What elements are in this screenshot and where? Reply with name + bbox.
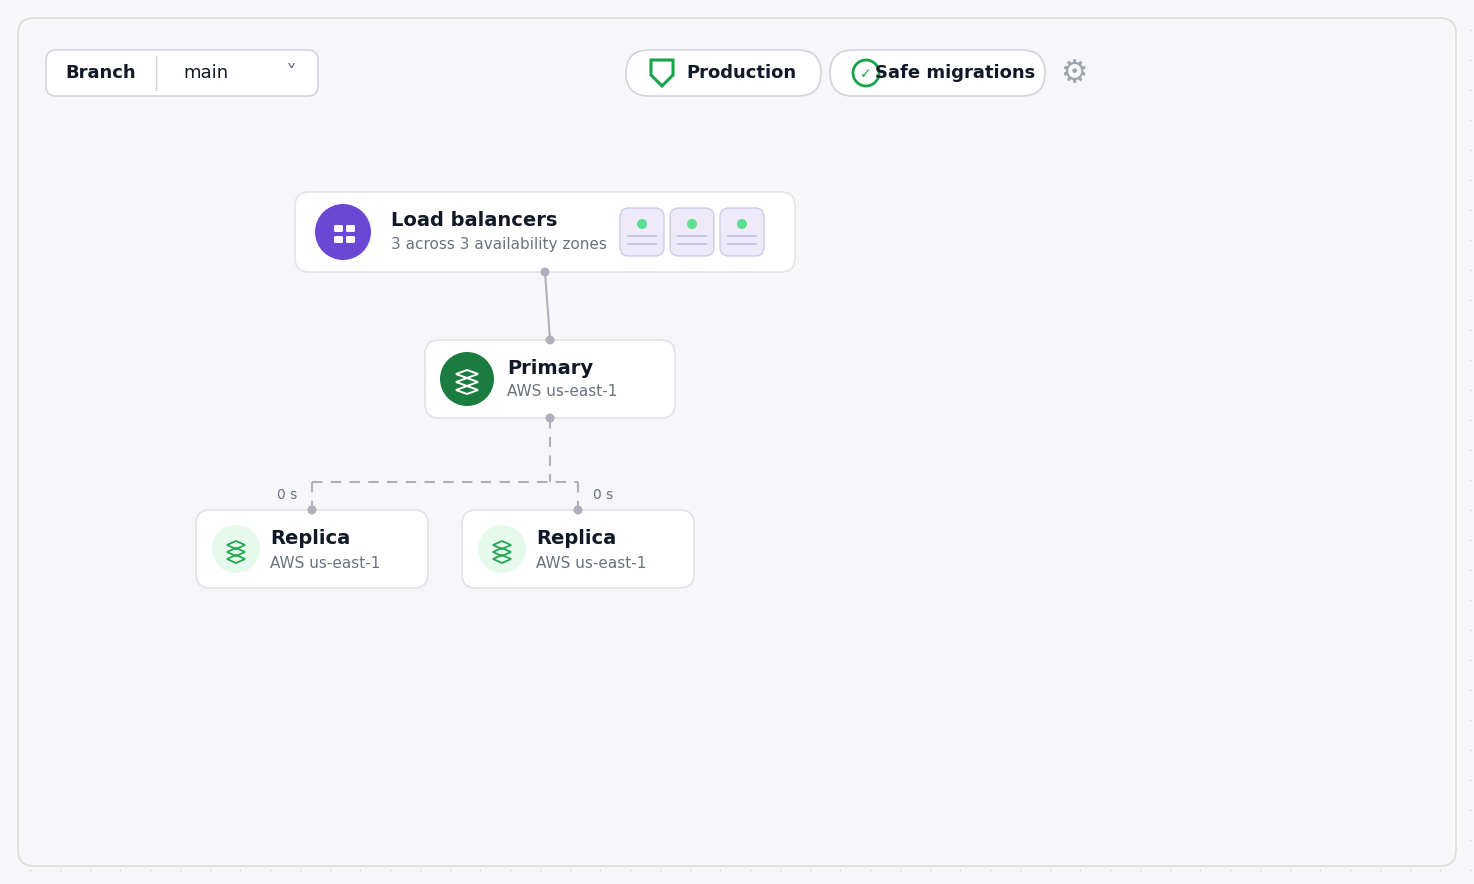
Text: ⚙: ⚙ [1060,59,1088,88]
Circle shape [573,506,582,514]
Text: Safe migrations: Safe migrations [876,64,1035,82]
FancyBboxPatch shape [719,208,764,256]
Text: Branch: Branch [66,64,136,82]
Circle shape [308,506,317,514]
Text: Load balancers: Load balancers [391,210,557,230]
Text: ˅: ˅ [286,64,296,84]
Text: 0 s: 0 s [593,488,613,502]
FancyBboxPatch shape [830,50,1045,96]
FancyBboxPatch shape [621,208,663,256]
Text: Replica: Replica [537,529,616,547]
Text: Primary: Primary [507,359,593,377]
Text: Production: Production [685,64,796,82]
Circle shape [315,204,371,260]
FancyBboxPatch shape [295,192,794,272]
FancyBboxPatch shape [196,510,427,588]
Text: AWS us-east-1: AWS us-east-1 [507,385,618,400]
Circle shape [478,525,526,573]
Text: 3 across 3 availability zones: 3 across 3 availability zones [391,238,607,253]
Text: AWS us-east-1: AWS us-east-1 [270,555,380,570]
FancyBboxPatch shape [671,208,713,256]
Circle shape [545,414,554,423]
Text: AWS us-east-1: AWS us-east-1 [537,555,647,570]
FancyBboxPatch shape [346,225,355,232]
Circle shape [545,336,554,345]
FancyBboxPatch shape [346,236,355,243]
Circle shape [541,268,550,277]
FancyBboxPatch shape [626,50,821,96]
FancyBboxPatch shape [18,18,1456,866]
FancyBboxPatch shape [46,50,318,96]
Text: ✓: ✓ [861,67,871,81]
Circle shape [737,219,747,229]
Text: main: main [183,64,228,82]
Circle shape [212,525,259,573]
Circle shape [687,219,697,229]
Circle shape [441,352,494,406]
FancyBboxPatch shape [461,510,694,588]
FancyBboxPatch shape [335,225,343,232]
FancyBboxPatch shape [335,236,343,243]
Text: Replica: Replica [270,529,351,547]
Circle shape [637,219,647,229]
Text: 0 s: 0 s [277,488,298,502]
FancyBboxPatch shape [425,340,675,418]
